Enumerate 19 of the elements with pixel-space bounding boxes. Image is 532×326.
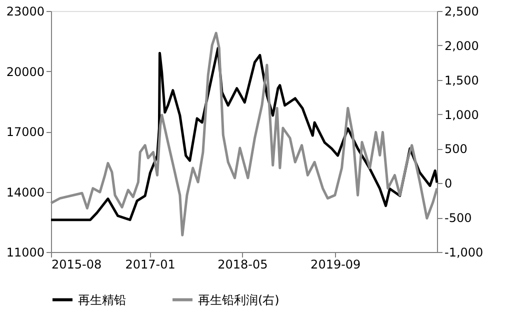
y2-tick-label: 1,500 (444, 73, 479, 88)
y-tick-label: 17000 (6, 125, 44, 139)
y-tick-label: 14000 (6, 185, 44, 200)
y2-tick-label: -500 (444, 211, 472, 226)
y-tick-label: 11000 (6, 246, 44, 260)
y-tick-label: 23000 (6, 4, 44, 18)
y2-tick-label: 0 (444, 176, 452, 191)
y2-tick-label: 2,500 (444, 4, 479, 18)
x-tick-label: 2019-09 (310, 258, 361, 272)
y-tick-label: 20000 (6, 64, 44, 79)
x-tick-label: 2018-05 (218, 258, 268, 272)
y2-tick-label: 500 (444, 142, 468, 156)
x-tick-label: 2017-01 (125, 258, 176, 272)
y2-tick-label: -1,000 (444, 246, 484, 260)
y2-tick-label: 1,000 (444, 108, 479, 122)
legend-label: 再生铅利润(右) (198, 292, 280, 307)
y2-tick-label: 2,000 (444, 38, 479, 53)
x-tick-label: 2015-08 (52, 258, 102, 272)
legend-label: 再生精铅 (78, 292, 126, 307)
